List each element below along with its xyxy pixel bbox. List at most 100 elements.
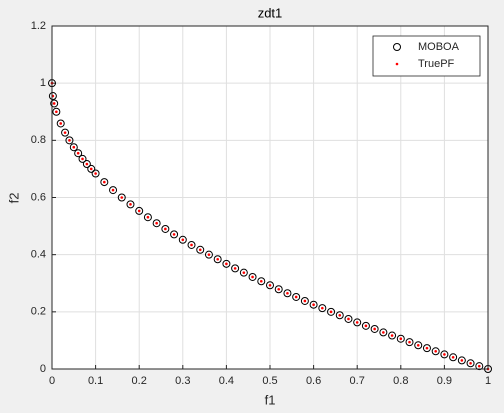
data-point xyxy=(449,353,458,362)
data-point xyxy=(364,324,368,328)
data-point xyxy=(303,299,307,303)
data-point xyxy=(266,281,274,290)
data-point xyxy=(82,160,91,169)
data-point xyxy=(61,128,70,137)
data-point xyxy=(457,356,466,365)
legend: MOBOA TruePF xyxy=(372,35,481,77)
y-tick-label: 1 xyxy=(40,77,46,89)
data-point xyxy=(137,209,141,213)
data-point xyxy=(286,291,289,295)
y-tick-label: 0.6 xyxy=(31,191,46,203)
data-point xyxy=(81,157,84,161)
data-point xyxy=(181,238,185,242)
data-point xyxy=(370,324,379,333)
data-point xyxy=(74,149,83,158)
data-point xyxy=(155,221,158,225)
data-point xyxy=(321,306,324,310)
data-point xyxy=(233,267,237,270)
data-point xyxy=(164,227,167,231)
data-point xyxy=(198,248,202,252)
data-point xyxy=(477,364,481,368)
data-point xyxy=(475,362,484,371)
data-point xyxy=(52,107,61,116)
data-point xyxy=(469,361,472,365)
data-point xyxy=(434,349,437,353)
data-point xyxy=(143,213,152,222)
data-point xyxy=(63,131,67,134)
data-point xyxy=(335,311,344,320)
x-tick-label: 0.9 xyxy=(437,375,452,387)
x-tick-label: 0.8 xyxy=(393,375,408,387)
data-point xyxy=(408,340,411,344)
data-point xyxy=(78,154,87,163)
data-point xyxy=(440,350,449,359)
data-point xyxy=(111,188,115,192)
data-point xyxy=(91,169,100,178)
data-point xyxy=(259,279,263,283)
data-point xyxy=(399,337,403,341)
data-point xyxy=(152,219,161,228)
data-point xyxy=(48,92,57,101)
data-point xyxy=(89,167,93,171)
data-point xyxy=(126,200,135,209)
data-point xyxy=(329,310,333,314)
data-point xyxy=(56,119,65,128)
data-point xyxy=(65,136,74,145)
axes-box xyxy=(51,25,489,370)
data-point xyxy=(225,262,228,266)
data-point xyxy=(87,164,96,173)
data-point xyxy=(274,285,283,294)
data-point xyxy=(251,275,254,279)
data-point xyxy=(405,338,414,347)
data-point xyxy=(50,99,59,108)
data-point xyxy=(414,341,423,350)
x-tick-label: 1 xyxy=(485,375,491,387)
data-point xyxy=(309,300,318,309)
data-point xyxy=(76,151,80,155)
y-tick-label: 0.8 xyxy=(31,134,46,146)
legend-label: TruePF xyxy=(418,58,455,70)
x-tick-label: 0.6 xyxy=(306,375,321,387)
data-point xyxy=(216,257,219,261)
data-point xyxy=(451,355,455,359)
data-point xyxy=(170,230,179,239)
data-point xyxy=(460,359,464,362)
data-point xyxy=(312,303,315,306)
plot-area xyxy=(48,79,492,373)
y-axis-label: f2 xyxy=(6,193,21,204)
data-point xyxy=(388,331,397,340)
data-point xyxy=(292,292,301,301)
data-point xyxy=(72,145,76,149)
data-point xyxy=(94,172,97,175)
data-point xyxy=(55,110,58,114)
legend-marker xyxy=(393,43,401,51)
data-point xyxy=(466,359,475,368)
data-point xyxy=(204,250,213,259)
data-point xyxy=(431,347,440,356)
data-point xyxy=(120,196,124,199)
data-point xyxy=(222,259,231,268)
x-tick-label: 0.4 xyxy=(219,375,234,387)
data-point xyxy=(135,206,144,215)
legend-box xyxy=(372,35,481,77)
data-point xyxy=(248,272,257,281)
y-tick-label: 1.2 xyxy=(31,20,46,32)
data-point xyxy=(294,295,298,299)
data-point xyxy=(283,289,292,298)
y-tick-label: 0.2 xyxy=(31,306,46,318)
data-point xyxy=(344,314,353,323)
data-point xyxy=(382,331,385,334)
data-point xyxy=(347,317,350,321)
data-point xyxy=(390,334,394,337)
data-point xyxy=(257,277,266,286)
data-point xyxy=(379,328,388,337)
data-point xyxy=(69,143,78,152)
data-point xyxy=(187,240,196,249)
legend-marker xyxy=(395,62,399,66)
data-point xyxy=(213,255,222,264)
data-point xyxy=(100,178,109,187)
data-point xyxy=(422,344,431,353)
data-point xyxy=(338,313,342,317)
data-point xyxy=(161,224,170,233)
